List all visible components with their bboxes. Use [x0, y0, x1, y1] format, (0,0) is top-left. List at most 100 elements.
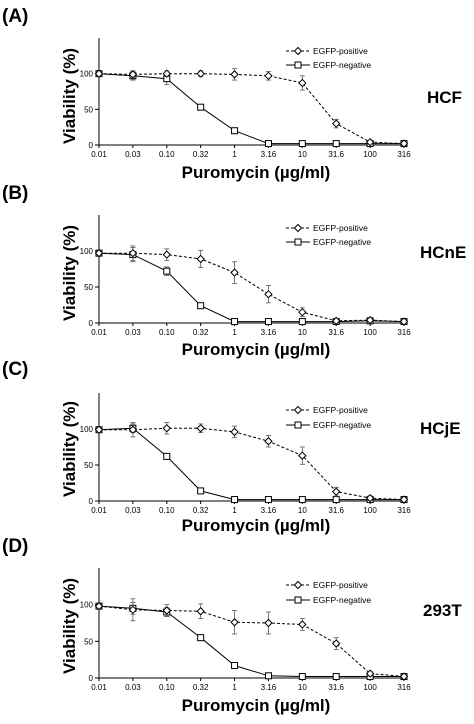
data-point-egfp-negative: [298, 673, 306, 681]
panel-d: (D) Viability (%) Puromycin (µg/ml) 293T…: [2, 536, 462, 715]
y-tick-label: 0: [89, 141, 94, 150]
data-point-egfp-positive: [128, 248, 138, 258]
legend: EGFP-positive EGFP-negative: [286, 223, 371, 247]
series-line-egfp-negative: [98, 605, 404, 677]
x-tick-label: 1: [232, 506, 237, 515]
cell-line-label: 293T: [423, 601, 462, 620]
y-tick-label: 50: [84, 283, 93, 292]
data-point-egfp-positive: [128, 70, 138, 79]
data-point-egfp-positive: [196, 254, 205, 264]
x-tick-label: 0.01: [91, 328, 107, 337]
legend-diamond-marker: [293, 405, 303, 415]
x-tick-label: 0.03: [125, 683, 141, 692]
legend-square-marker: [294, 421, 302, 429]
data-point-egfp-positive: [230, 70, 239, 79]
legend-label-egfp-negative: EGFP-negative: [313, 237, 371, 247]
panel-c: (C) Viability (%) Puromycin (µg/ml) HCjE…: [2, 359, 461, 535]
legend-label-egfp-negative: EGFP-negative: [313, 60, 371, 70]
data-point-egfp-positive: [298, 307, 307, 317]
series-line-egfp-positive: [98, 605, 405, 677]
legend-diamond-marker: [293, 580, 303, 590]
x-tick-label: 31.6: [328, 683, 344, 692]
data-point-egfp-negative: [264, 140, 272, 148]
x-tick-label: 1: [232, 328, 237, 337]
series-line-egfp-negative: [98, 73, 404, 145]
x-tick-label: 3.16: [261, 150, 277, 159]
data-point-egfp-negative: [298, 140, 306, 148]
y-axis-label: Viability (%): [60, 578, 79, 674]
y-tick-label: 50: [84, 637, 93, 646]
data-point-egfp-negative: [332, 673, 340, 681]
data-point-egfp-negative: [197, 487, 205, 495]
data-point-egfp-positive: [332, 119, 341, 128]
plot-area: 0 50 100 0.01 0.03 0.10 0.32 1 3.16 10 31.6 100 316: [80, 393, 411, 515]
y-tick-label: 100: [80, 247, 94, 256]
x-tick-label: 0.03: [125, 150, 141, 159]
data-point-egfp-positive: [365, 669, 375, 678]
legend: EGFP-positive EGFP-negative: [286, 46, 371, 70]
cell-line-label: HCF: [427, 88, 462, 107]
x-axis-label: Puromycin (µg/ml): [182, 516, 331, 535]
data-point-egfp-positive: [94, 248, 104, 258]
legend: EGFP-positive EGFP-negative: [286, 580, 371, 605]
x-tick-label: 31.6: [328, 506, 344, 515]
data-point-egfp-positive: [399, 672, 409, 681]
x-tick-label: 1: [232, 683, 237, 692]
x-tick-label: 316: [397, 328, 411, 337]
data-point-egfp-positive: [399, 317, 409, 326]
data-point-egfp-positive: [162, 250, 171, 259]
data-point-egfp-negative: [231, 662, 239, 670]
y-axis-label: Viability (%): [60, 401, 79, 497]
x-tick-label: 100: [363, 506, 377, 515]
series-line-egfp-positive: [98, 73, 405, 145]
data-point-egfp-negative: [197, 103, 205, 111]
data-point-egfp-positive: [264, 71, 273, 81]
data-point-egfp-positive: [264, 289, 273, 299]
data-point-egfp-positive: [196, 424, 205, 433]
y-axis-label: Viability (%): [60, 225, 79, 321]
y-tick-label: 100: [80, 425, 94, 434]
x-axis-label: Puromycin (µg/ml): [182, 340, 331, 359]
x-tick-label: 0.32: [193, 150, 209, 159]
series-line-egfp-positive: [99, 427, 405, 501]
legend-label-egfp-positive: EGFP-positive: [313, 223, 368, 233]
plot-area: 0 50 100 0.01 0.03 0.10 0.32 1 3.16 10 31.6 100 316: [80, 568, 411, 692]
legend: EGFP-positive EGFP-negative: [286, 405, 371, 430]
legend-diamond-marker: [293, 46, 303, 56]
x-tick-label: 0.01: [91, 506, 107, 515]
x-tick-label: 10: [298, 683, 307, 692]
x-tick-label: 0.32: [193, 506, 209, 515]
x-tick-label: 3.16: [261, 328, 277, 337]
data-point-egfp-negative: [264, 318, 272, 326]
x-tick-label: 316: [397, 150, 411, 159]
y-tick-label: 50: [84, 461, 93, 470]
x-tick-label: 0.01: [91, 683, 107, 692]
y-tick-label: 100: [80, 601, 94, 610]
data-point-egfp-positive: [365, 493, 375, 503]
x-tick-label: 100: [363, 683, 377, 692]
legend-label-egfp-negative: EGFP-negative: [313, 420, 371, 430]
data-point-egfp-positive: [399, 495, 409, 504]
data-point-egfp-positive: [264, 618, 273, 628]
x-axis-label: Puromycin (µg/ml): [182, 163, 331, 182]
x-tick-label: 31.6: [328, 150, 344, 159]
x-tick-label: 0.10: [159, 328, 175, 337]
data-point-egfp-negative: [332, 496, 340, 504]
data-point-egfp-positive: [298, 451, 307, 460]
data-point-egfp-positive: [365, 137, 375, 147]
y-tick-label: 0: [89, 674, 94, 683]
data-point-egfp-negative: [163, 267, 171, 275]
data-point-egfp-negative: [163, 452, 171, 460]
data-point-egfp-positive: [94, 425, 104, 434]
x-axis-label: Puromycin (µg/ml): [182, 696, 331, 715]
data-point-egfp-positive: [196, 69, 205, 78]
data-point-egfp-positive: [128, 425, 138, 434]
x-tick-label: 316: [397, 506, 411, 515]
data-point-egfp-positive: [128, 605, 138, 615]
x-tick-label: 3.16: [261, 683, 277, 692]
x-tick-label: 10: [298, 150, 307, 159]
plot-area: 0 50 100 0.01 0.03 0.10 0.32 1 3.16 10 31.6 100 316: [80, 215, 411, 337]
data-point-egfp-positive: [230, 618, 239, 627]
legend-label-egfp-positive: EGFP-positive: [313, 46, 368, 56]
y-tick-label: 0: [89, 319, 94, 328]
